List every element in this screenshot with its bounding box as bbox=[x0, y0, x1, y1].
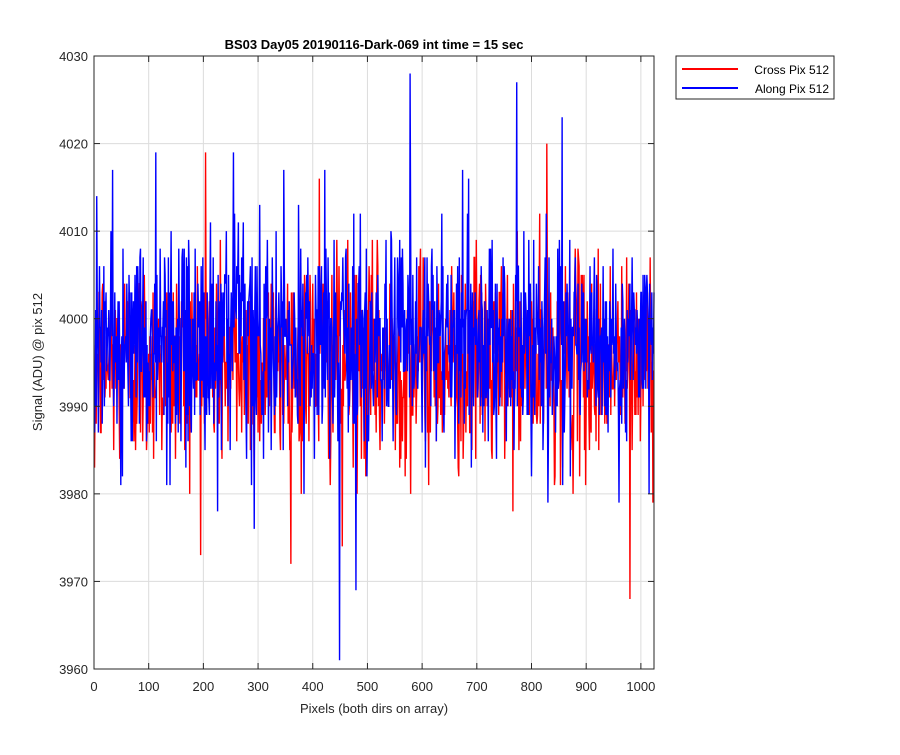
legend: Cross Pix 512 Along Pix 512 bbox=[675, 55, 835, 100]
legend-label-along: Along Pix 512 bbox=[755, 82, 829, 96]
y-axis-ticks: 3960 3970 3980 3990 4000 4010 4020 4030 bbox=[59, 49, 654, 677]
series-layer bbox=[93, 73, 655, 661]
x-tick-label: 1000 bbox=[626, 679, 655, 694]
y-tick-label: 4020 bbox=[59, 137, 88, 152]
legend-label-cross: Cross Pix 512 bbox=[754, 63, 829, 77]
y-tick-label: 4010 bbox=[59, 224, 88, 239]
x-tick-label: 0 bbox=[90, 679, 97, 694]
x-tick-label: 800 bbox=[521, 679, 543, 694]
x-tick-label: 200 bbox=[193, 679, 215, 694]
y-axis-label: Signal (ADU) @ pix 512 bbox=[30, 293, 45, 431]
x-axis-label: Pixels (both dirs on array) bbox=[300, 701, 448, 716]
x-tick-label: 600 bbox=[411, 679, 433, 694]
y-tick-label: 3990 bbox=[59, 399, 88, 414]
y-tick-label: 4030 bbox=[59, 49, 88, 64]
y-tick-label: 3960 bbox=[59, 662, 88, 677]
y-tick-label: 3980 bbox=[59, 487, 88, 502]
x-tick-label: 700 bbox=[466, 679, 488, 694]
legend-box bbox=[675, 55, 835, 100]
x-axis-ticks: 0 100 200 300 400 500 600 700 800 900 1000 bbox=[90, 56, 655, 694]
x-tick-label: 100 bbox=[138, 679, 160, 694]
plot-frame bbox=[93, 55, 655, 670]
x-tick-label: 400 bbox=[302, 679, 324, 694]
y-tick-label: 3970 bbox=[59, 574, 88, 589]
series-line-along-pix-512 bbox=[93, 73, 655, 661]
x-tick-label: 900 bbox=[575, 679, 597, 694]
chart-title: BS03 Day05 20190116-Dark-069 int time = … bbox=[225, 37, 524, 52]
y-tick-label: 4000 bbox=[59, 312, 88, 327]
x-tick-label: 500 bbox=[357, 679, 379, 694]
x-tick-label: 300 bbox=[247, 679, 269, 694]
